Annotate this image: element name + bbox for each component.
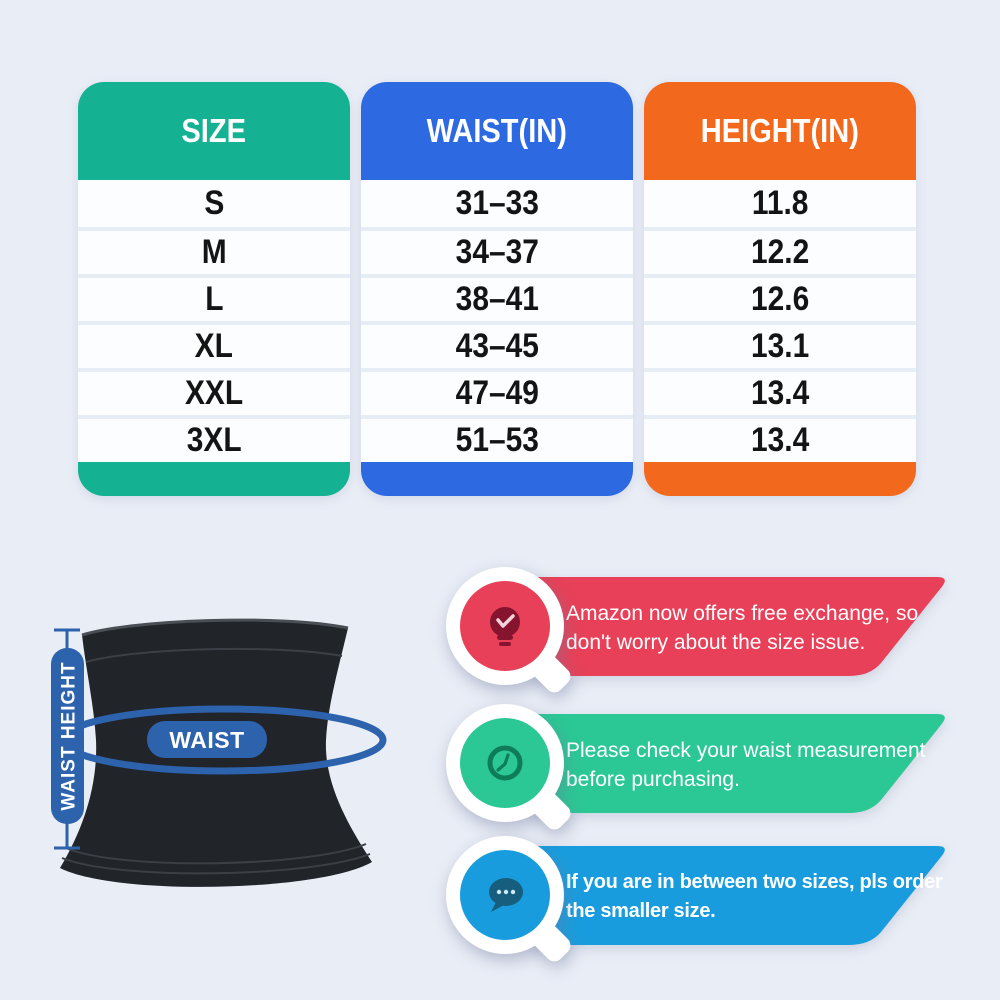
table-cell: 12.6	[644, 274, 916, 321]
size-table-column-height: HEIGHT(IN) 11.8 12.2 12.6 13.1 13.4 13.4	[644, 82, 916, 496]
size-table-column-waist: WAIST(IN) 31–33 34–37 38–41 43–45 47–49 …	[361, 82, 633, 496]
tip-banner-shape	[533, 577, 945, 676]
height-label-pill	[51, 648, 84, 824]
garment-bottom-seam	[61, 853, 371, 875]
table-cell: 47–49	[361, 368, 633, 415]
tip-text: Please check your waist measurement befo…	[566, 739, 926, 791]
column-header-height: HEIGHT(IN)	[644, 82, 916, 180]
waist-label-pill	[147, 721, 267, 758]
column-header-label: SIZE	[181, 112, 247, 149]
tip-badge	[446, 567, 575, 697]
table-cell: S	[204, 184, 224, 222]
table-cell: L	[78, 274, 350, 321]
table-cell: 12.2	[644, 227, 916, 274]
table-cell: 31–33	[455, 184, 539, 222]
table-cell: 13.4	[644, 415, 916, 462]
column-header-size: SIZE	[78, 82, 350, 180]
tip-banner-shape	[533, 846, 945, 945]
table-cell: XXL	[78, 368, 350, 415]
tip-text: Amazon now offers free exchange, so don'…	[566, 602, 919, 654]
waist-height-label: WAIST HEIGHT	[59, 661, 80, 810]
table-cell: 13.4	[644, 368, 916, 415]
lightbulb-check-icon	[490, 607, 520, 646]
tip-badge	[446, 836, 575, 966]
tip-text: If you are in between two sizes, pls ord…	[566, 871, 943, 922]
column-footer	[644, 462, 916, 496]
column-header-label: WAIST(IN)	[426, 112, 568, 149]
garment-rim-highlight	[81, 618, 349, 637]
table-cell: 3XL	[78, 415, 350, 462]
table-cell: XL	[78, 321, 350, 368]
table-cell: 11.8	[751, 184, 809, 222]
table-cell: M	[78, 227, 350, 274]
table-cell: 38–41	[361, 274, 633, 321]
table-cell: 51–53	[361, 415, 633, 462]
size-table-column-size: SIZE S M L XL XXL 3XL	[78, 82, 350, 496]
waist-label: WAIST	[169, 727, 244, 753]
column-rows: 11.8 12.2 12.6 13.1 13.4 13.4	[644, 180, 916, 462]
garment-top-seam	[85, 647, 343, 663]
chat-dots-icon	[489, 878, 523, 912]
column-header-label: HEIGHT(IN)	[700, 112, 860, 149]
column-footer	[78, 462, 350, 496]
table-cell: 43–45	[361, 321, 633, 368]
tip-badge	[446, 704, 575, 834]
table-cell: 34–37	[361, 227, 633, 274]
waist-trainer-diagram: WAIST WAIST HEIGHT	[51, 618, 387, 887]
garment-bottom-seam	[65, 843, 367, 865]
column-rows: S M L XL XXL 3XL	[78, 180, 350, 462]
column-header-waist: WAIST(IN)	[361, 82, 633, 180]
clock-icon	[487, 745, 523, 781]
table-cell: 13.1	[644, 321, 916, 368]
column-footer	[361, 462, 633, 496]
size-table: SIZE S M L XL XXL 3XL WAIST(IN) 31–33 34…	[78, 82, 916, 496]
tip-banner-shape	[533, 714, 945, 813]
column-rows: 31–33 34–37 38–41 43–45 47–49 51–53	[361, 180, 633, 462]
